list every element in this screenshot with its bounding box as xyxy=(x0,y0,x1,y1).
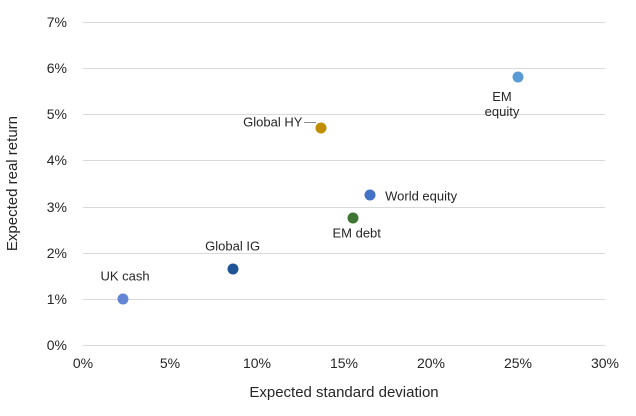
data-label-uk-cash: UK cash xyxy=(100,268,149,283)
data-label-line: Global IG xyxy=(205,238,261,254)
data-label-line: EM xyxy=(492,89,512,105)
data-label-line: equity xyxy=(484,104,520,120)
gridline-1% xyxy=(83,298,605,300)
gridline-7% xyxy=(83,22,605,23)
gridline-2% xyxy=(83,252,605,254)
data-label-line: World equity xyxy=(385,188,458,204)
y-tick-label-4%: 4% xyxy=(46,152,67,169)
data-label-em-equity: EM equity xyxy=(485,89,520,119)
y-tick-label-7%: 7% xyxy=(46,14,67,30)
data-label-world-equity: World equity xyxy=(385,189,457,204)
data-point-global-hy xyxy=(315,122,327,134)
y-tick-label-6%: 6% xyxy=(46,60,67,77)
x-tick-label-25%: 25% xyxy=(503,355,533,371)
data-label-line: Global HY xyxy=(243,114,303,130)
label-leader-line-global-hy xyxy=(304,122,317,124)
data-label-global-hy: Global HY xyxy=(243,115,302,130)
x-axis-title: Expected standard deviation xyxy=(249,384,439,401)
y-tick-label-0%: 0% xyxy=(46,337,67,353)
x-tick-label-5%: 5% xyxy=(159,355,181,371)
data-point-world-equity xyxy=(364,189,376,201)
gridline-3% xyxy=(83,206,605,208)
data-point-global-ig xyxy=(227,263,239,275)
data-label-global-ig: Global IG xyxy=(205,238,260,253)
data-label-line: UK cash xyxy=(100,268,150,284)
x-tick-label-10%: 10% xyxy=(242,355,272,371)
x-tick-label-30%: 30% xyxy=(590,355,620,371)
data-point-em-equity xyxy=(512,71,524,83)
data-label-line: EM debt xyxy=(332,225,381,241)
x-tick-label-20%: 20% xyxy=(416,355,446,371)
gridline-5% xyxy=(83,114,605,116)
y-tick-label-5%: 5% xyxy=(46,106,67,123)
gridline-0% xyxy=(83,345,605,346)
gridline-4% xyxy=(83,160,605,162)
y-tick-label-1%: 1% xyxy=(46,290,67,307)
data-label-em-debt: EM debt xyxy=(332,226,380,241)
y-tick-label-2%: 2% xyxy=(46,244,67,261)
data-point-uk-cash xyxy=(117,293,129,305)
x-tick-label-15%: 15% xyxy=(329,355,359,371)
x-tick-label-0%: 0% xyxy=(72,355,94,371)
gridline-6% xyxy=(83,68,605,70)
y-tick-label-3%: 3% xyxy=(46,198,67,215)
data-point-em-debt xyxy=(347,212,359,224)
